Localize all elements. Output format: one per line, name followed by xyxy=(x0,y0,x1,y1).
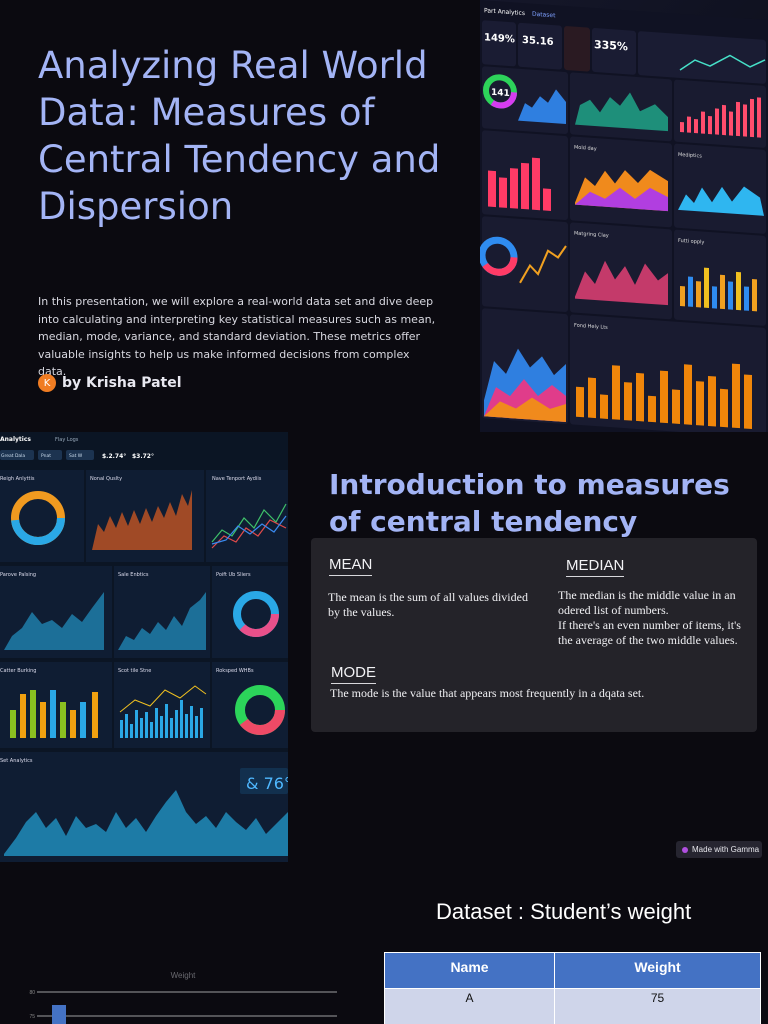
dash2-filter-2: Pnat xyxy=(41,453,51,459)
badge-label: Made with Gamma xyxy=(692,845,760,854)
definitions-card: MEAN The mean is the sum of all values d… xyxy=(311,538,757,732)
dash2-panel-4: Parove Palsing xyxy=(0,572,36,578)
dash2-panel-10: Set Analytics xyxy=(0,758,33,764)
dash2-panel-6: Poift Ub Sliers xyxy=(216,572,251,578)
table-header-row: Name Weight xyxy=(383,952,761,989)
weight-chart-title: Weight xyxy=(171,971,197,980)
intro-paragraph: In this presentation, we will explore a … xyxy=(38,295,436,378)
dataset-title: Dataset : Student’s weight xyxy=(436,899,692,924)
dashboard-image-analytics: Part Analytics Dataset 149% 35.16 335% 1… xyxy=(480,0,768,432)
dash2-filter-3: Sat W xyxy=(69,453,83,459)
dash1-panel-1: Mold day xyxy=(574,145,597,153)
weight-bar xyxy=(52,1005,66,1024)
author-name: by Krisha Patel xyxy=(62,375,182,391)
dash2-panel-7: Catter Burking xyxy=(0,668,36,674)
dash2-stat-1: $.2.74° xyxy=(102,453,126,460)
dash1-panel-5: Fond Hely Lts xyxy=(574,323,608,331)
dash2-panel-1: Reigh Anlyttis xyxy=(0,476,35,482)
weight-chart: Weight 80 75 xyxy=(29,971,337,1024)
dash2-filter-1: Great Dala xyxy=(1,453,25,459)
dash1-kpi-1: 149% xyxy=(484,32,515,45)
table-cell-weight: 75 xyxy=(554,988,761,1024)
dash2-tab: Flay Logs xyxy=(55,437,79,443)
table-row: A 75 xyxy=(383,988,761,1024)
dash2-panel-9: Roksped WHBs xyxy=(216,668,254,674)
y-tick-2: 75 xyxy=(29,1014,35,1020)
dash2-title: Analytics xyxy=(0,436,31,443)
dash2-panel-2: Nonal Quslty xyxy=(90,476,122,482)
table-cell-name: A xyxy=(383,988,556,1024)
dash2-readout: & 76° xyxy=(246,774,288,793)
dashboard-illustration-2: Analytics Flay Logs Great Dala Pnat Sat … xyxy=(0,432,288,862)
table-header-name: Name xyxy=(383,952,556,989)
dash1-kpi-4: 141 xyxy=(491,88,510,99)
dash1-tab-2: Dataset xyxy=(532,11,556,20)
dash1-panel-4: Futti opply xyxy=(678,238,704,246)
dashboard-illustration: Part Analytics Dataset 149% 35.16 335% 1… xyxy=(480,0,768,432)
gamma-logo-icon xyxy=(682,846,688,853)
made-with-gamma-badge[interactable]: Made with Gamma xyxy=(676,841,762,858)
table-header-weight: Weight xyxy=(554,952,761,989)
dash2-panel-8: Scot tile Stne xyxy=(118,668,151,674)
y-tick-1: 80 xyxy=(29,990,35,996)
section-title: Introduction to measures of central tend… xyxy=(329,468,730,538)
dash1-tab-1: Part Analytics xyxy=(484,7,525,17)
dash1-panel-3: Matgring Clay xyxy=(574,231,609,239)
dash1-panel-2: Mediptics xyxy=(678,152,702,160)
dash2-panel-3: Nave Tenport Aydiis xyxy=(212,476,262,482)
dash1-kpi-3: 335% xyxy=(594,38,628,53)
dash2-stat-2: $3.72° xyxy=(132,453,154,460)
median-heading: MEDIAN xyxy=(566,557,625,577)
mean-definition: The mean is the sum of all values divide… xyxy=(328,590,528,619)
median-definition: The median is the middle value in an ode… xyxy=(558,588,741,647)
author-avatar: K xyxy=(38,374,56,392)
author-line: K by Krisha Patel xyxy=(38,374,182,392)
slide-title: Analyzing Real World Data: Measures of C… xyxy=(38,44,441,228)
mean-heading: MEAN xyxy=(329,556,373,576)
dashboard-image-analytics-2: Analytics Flay Logs Great Dala Pnat Sat … xyxy=(0,432,288,862)
dash2-panel-5: Sale Enbtics xyxy=(118,572,149,578)
weights-table: Name Weight A 75 xyxy=(383,952,761,1024)
mode-heading: MODE xyxy=(331,664,376,684)
mode-definition: The mode is the value that appears most … xyxy=(330,686,645,700)
dash1-kpi-2: 35.16 xyxy=(522,35,554,48)
